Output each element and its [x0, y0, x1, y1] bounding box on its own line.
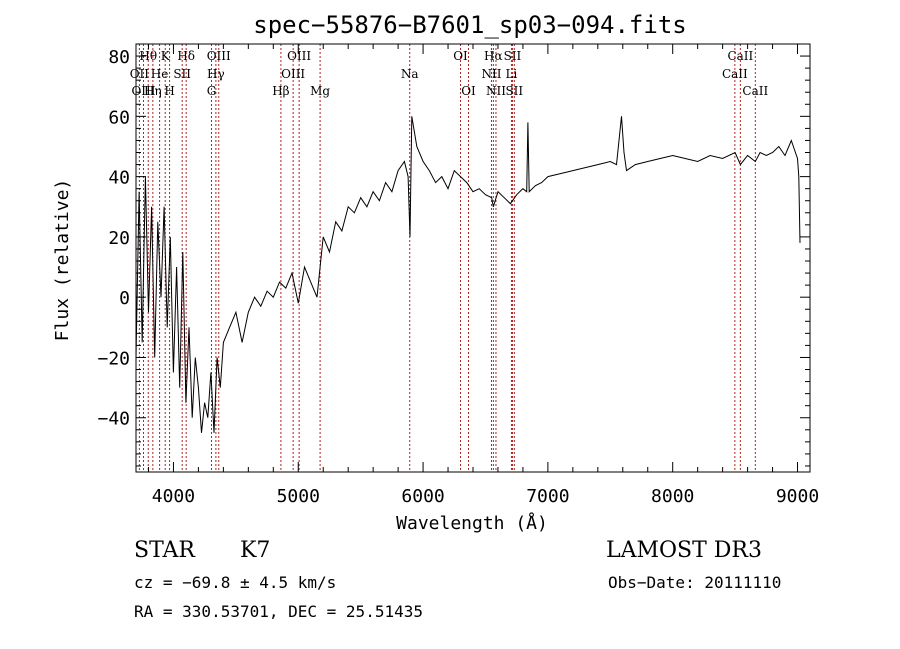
line-label: G — [207, 84, 217, 98]
sky-coordinates: RA = 330.53701, DEC = 25.51435 — [134, 602, 423, 621]
line-label: OI — [453, 49, 468, 63]
x-tick-label: 9000 — [776, 486, 819, 507]
line-label: Hβ — [272, 84, 289, 98]
x-axis-ticks: 4000 5000 6000 7000 8000 9000 — [147, 44, 819, 507]
x-tick-label: 5000 — [277, 486, 320, 507]
y-tick-label: 20 — [108, 228, 130, 249]
line-label: Hγ — [207, 67, 225, 81]
x-tick-label: 6000 — [401, 486, 444, 507]
line-label: NII — [481, 67, 501, 81]
x-tick-label: 7000 — [526, 486, 569, 507]
line-label: CaII — [742, 84, 768, 98]
line-label: Na — [401, 67, 419, 81]
object-class: STAR — [134, 538, 195, 563]
line-label: OIII — [281, 67, 305, 81]
y-tick-label: 60 — [108, 107, 130, 128]
x-tick-label: 8000 — [651, 486, 694, 507]
emission-line-labels: Hθ OII OIII K He Hη H Hδ SII OIII Hγ G OIII OIII Hβ Mg N… — [130, 49, 769, 98]
line-label: Hδ — [177, 49, 195, 63]
line-label: Hα — [484, 49, 503, 63]
y-tick-label: −20 — [97, 348, 130, 369]
line-label: OIII — [287, 49, 311, 63]
line-label: Hθ — [139, 49, 157, 63]
line-label: OIII — [207, 49, 231, 63]
line-label: He — [151, 67, 169, 81]
spectrum-line — [135, 116, 801, 433]
emission-line-markers — [138, 44, 756, 472]
object-subclass: K7 — [240, 538, 271, 563]
survey-name: LAMOST DR3 — [606, 538, 762, 563]
chart-title: spec−55876−B7601_sp03−094.fits — [253, 11, 686, 39]
line-label: OII — [130, 67, 150, 81]
line-label: K — [161, 49, 171, 63]
y-tick-label: 80 — [108, 47, 130, 68]
line-label: SII — [173, 67, 191, 81]
y-axis-ticks: −40 −20 0 20 40 60 80 — [97, 43, 810, 467]
x-axis-label: Wavelength (Å) — [396, 512, 548, 534]
line-label: NII — [486, 84, 506, 98]
plot-frame — [135, 43, 811, 473]
line-label: SII — [505, 84, 523, 98]
line-label: Hη — [144, 84, 162, 98]
y-tick-label: −40 — [97, 409, 130, 430]
line-label: CaII — [722, 67, 748, 81]
line-label: OI — [461, 84, 476, 98]
y-tick-label: 40 — [108, 168, 130, 189]
line-label: SII — [504, 49, 522, 63]
line-label: Li — [506, 67, 518, 81]
line-label: CaII — [727, 49, 753, 63]
line-label: Mg — [310, 84, 330, 98]
redshift-value: cz = −69.8 ± 4.5 km/s — [134, 573, 337, 592]
line-label: H — [164, 84, 174, 98]
y-tick-label: 0 — [119, 288, 130, 309]
x-tick-label: 4000 — [152, 486, 195, 507]
observation-date: Obs−Date: 20111110 — [608, 573, 782, 592]
line-label: OIII — [131, 84, 155, 98]
y-axis-label: Flux (relative) — [52, 179, 73, 342]
